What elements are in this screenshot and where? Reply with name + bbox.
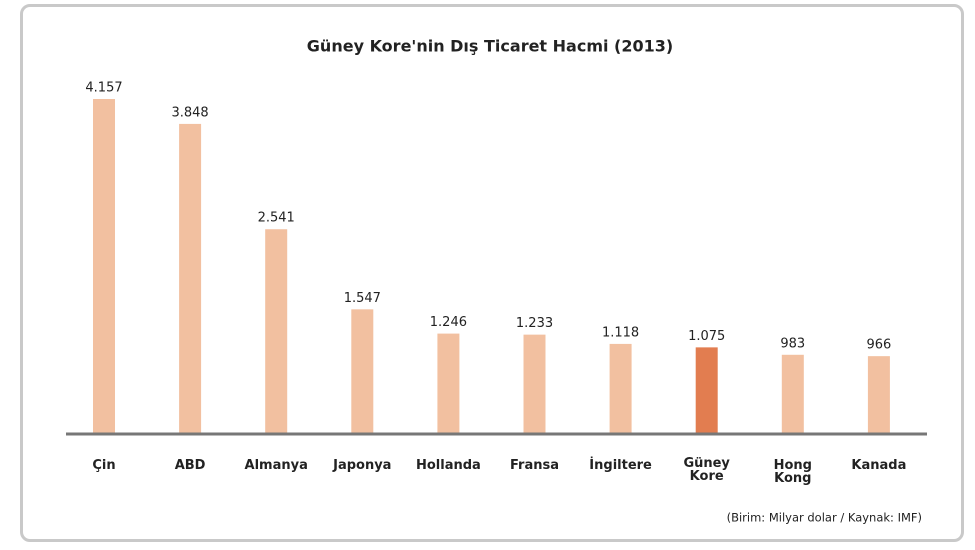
value-label: 2.541 (258, 211, 295, 226)
source-note: (Birim: Milyar dolar / Kaynak: IMF) (727, 511, 922, 525)
bar (265, 229, 288, 434)
value-label: 983 (780, 336, 805, 351)
x-tick-label: Almanya (244, 458, 308, 473)
value-label: 1.547 (344, 291, 381, 306)
x-tick-label: Fransa (510, 458, 559, 473)
value-label: 4.157 (85, 81, 122, 96)
bar (867, 356, 890, 434)
value-label: 1.246 (430, 315, 467, 330)
x-tick-label: Kanada (851, 458, 907, 473)
x-tick-label: İngiltere (589, 458, 652, 473)
x-tick-label: Japonya (333, 458, 392, 473)
bar (351, 309, 374, 434)
x-tick-label: Çin (92, 458, 116, 473)
value-label: 1.118 (602, 325, 639, 340)
bar (695, 347, 718, 434)
value-label: 3.848 (171, 105, 208, 120)
value-label: 1.075 (688, 329, 725, 344)
card (20, 4, 964, 542)
bar (437, 333, 460, 434)
bar (781, 354, 804, 434)
bar (523, 334, 546, 434)
chart-title: Güney Kore'nin Dış Ticaret Hacmi (2013) (307, 37, 673, 56)
bar (179, 123, 202, 435)
value-label: 966 (866, 338, 891, 353)
x-tick-label: ABD (174, 458, 206, 473)
bar (609, 343, 632, 434)
x-tick-label: Güney Kore (683, 456, 730, 484)
x-tick-label: Hong Kong (773, 458, 812, 486)
x-tick-label: Hollanda (415, 458, 481, 473)
value-label: 1.233 (516, 316, 553, 331)
bar (93, 99, 115, 434)
